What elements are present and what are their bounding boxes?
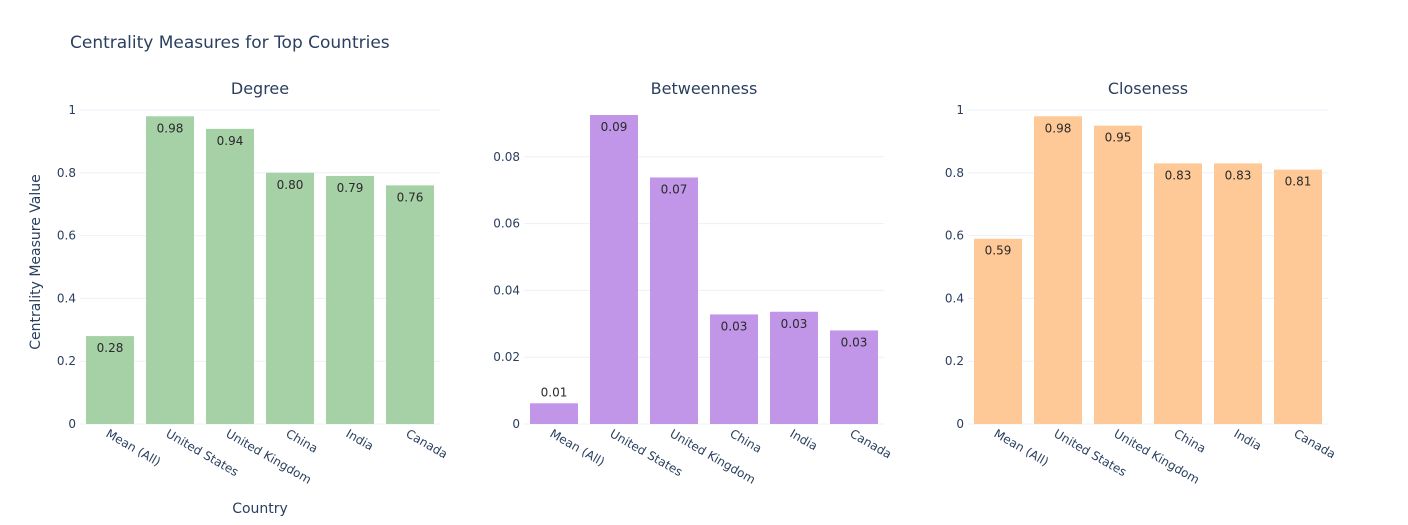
y-tick-label: 0.08 — [493, 150, 520, 164]
y-tick-label: 0.4 — [945, 291, 964, 305]
bar-degree — [386, 185, 434, 424]
data-label: 0.79 — [337, 181, 364, 195]
bar-betweenness — [590, 115, 638, 425]
x-axis-title: Country — [232, 501, 288, 517]
data-label: 0.81 — [1285, 175, 1312, 189]
bar-degree — [86, 336, 134, 424]
data-label: 0.28 — [97, 341, 124, 355]
subplot-title-betweenness: Betweenness — [651, 79, 758, 98]
x-tick-label: China — [1172, 426, 1209, 455]
bar-betweenness — [830, 330, 878, 424]
bar-betweenness — [650, 177, 698, 424]
data-label: 0.59 — [985, 244, 1012, 258]
bar-betweenness — [770, 311, 818, 424]
bar-degree — [266, 172, 314, 424]
x-tick-label: Canada — [404, 426, 451, 461]
data-label: 0.83 — [1165, 168, 1192, 182]
bar-betweenness — [530, 403, 578, 424]
y-tick-label: 1 — [68, 103, 76, 117]
y-tick-label: 0.04 — [493, 283, 520, 297]
x-tick-label: China — [284, 426, 321, 455]
bar-closeness — [974, 238, 1022, 424]
y-tick-label: 0 — [68, 417, 76, 431]
bar-closeness — [1274, 169, 1322, 424]
x-tick-label: China — [728, 426, 765, 455]
data-label: 0.01 — [541, 385, 568, 399]
x-tick-label: India — [1232, 426, 1265, 453]
x-tick-label: India — [788, 426, 821, 453]
data-label: 0.03 — [841, 335, 868, 349]
y-tick-label: 0.6 — [945, 229, 964, 243]
data-label: 0.98 — [1045, 121, 1072, 135]
data-label: 0.03 — [781, 317, 808, 331]
bar-closeness — [1034, 116, 1082, 424]
y-tick-label: 0.8 — [945, 166, 964, 180]
y-tick-label: 0.6 — [57, 229, 76, 243]
y-tick-label: 0.4 — [57, 291, 76, 305]
bar-closeness — [1214, 163, 1262, 424]
x-tick-label: Canada — [1292, 426, 1339, 461]
y-tick-label: 0.8 — [57, 166, 76, 180]
bar-degree — [146, 116, 194, 424]
bar-betweenness — [710, 314, 758, 424]
y-tick-label: 0 — [512, 417, 520, 431]
data-label: 0.80 — [277, 178, 304, 192]
chart-title: Centrality Measures for Top Countries — [70, 33, 390, 53]
y-tick-label: 0.06 — [493, 217, 520, 231]
x-tick-label: Mean (All) — [992, 426, 1052, 468]
x-tick-label: India — [344, 426, 377, 453]
x-tick-label: Canada — [848, 426, 895, 461]
y-tick-label: 0.02 — [493, 350, 520, 364]
bar-closeness — [1154, 163, 1202, 424]
data-label: 0.03 — [721, 319, 748, 333]
bar-degree — [326, 175, 374, 424]
data-label: 0.83 — [1225, 168, 1252, 182]
bar-closeness — [1094, 125, 1142, 424]
y-axis-title: Centrality Measure Value — [28, 174, 44, 350]
data-label: 0.98 — [157, 121, 184, 135]
data-label: 0.07 — [661, 182, 688, 196]
subplot-title-closeness: Closeness — [1108, 79, 1188, 98]
y-tick-label: 0 — [956, 417, 964, 431]
x-tick-label: Mean (All) — [548, 426, 608, 468]
data-label: 0.95 — [1105, 131, 1132, 145]
y-tick-label: 1 — [956, 103, 964, 117]
data-label: 0.09 — [601, 120, 628, 134]
y-tick-label: 0.2 — [57, 354, 76, 368]
x-tick-label: Mean (All) — [104, 426, 164, 468]
data-label: 0.76 — [397, 190, 424, 204]
data-label: 0.94 — [217, 134, 244, 148]
y-tick-label: 0.2 — [945, 354, 964, 368]
bar-degree — [206, 128, 254, 424]
subplot-title-degree: Degree — [231, 79, 289, 98]
